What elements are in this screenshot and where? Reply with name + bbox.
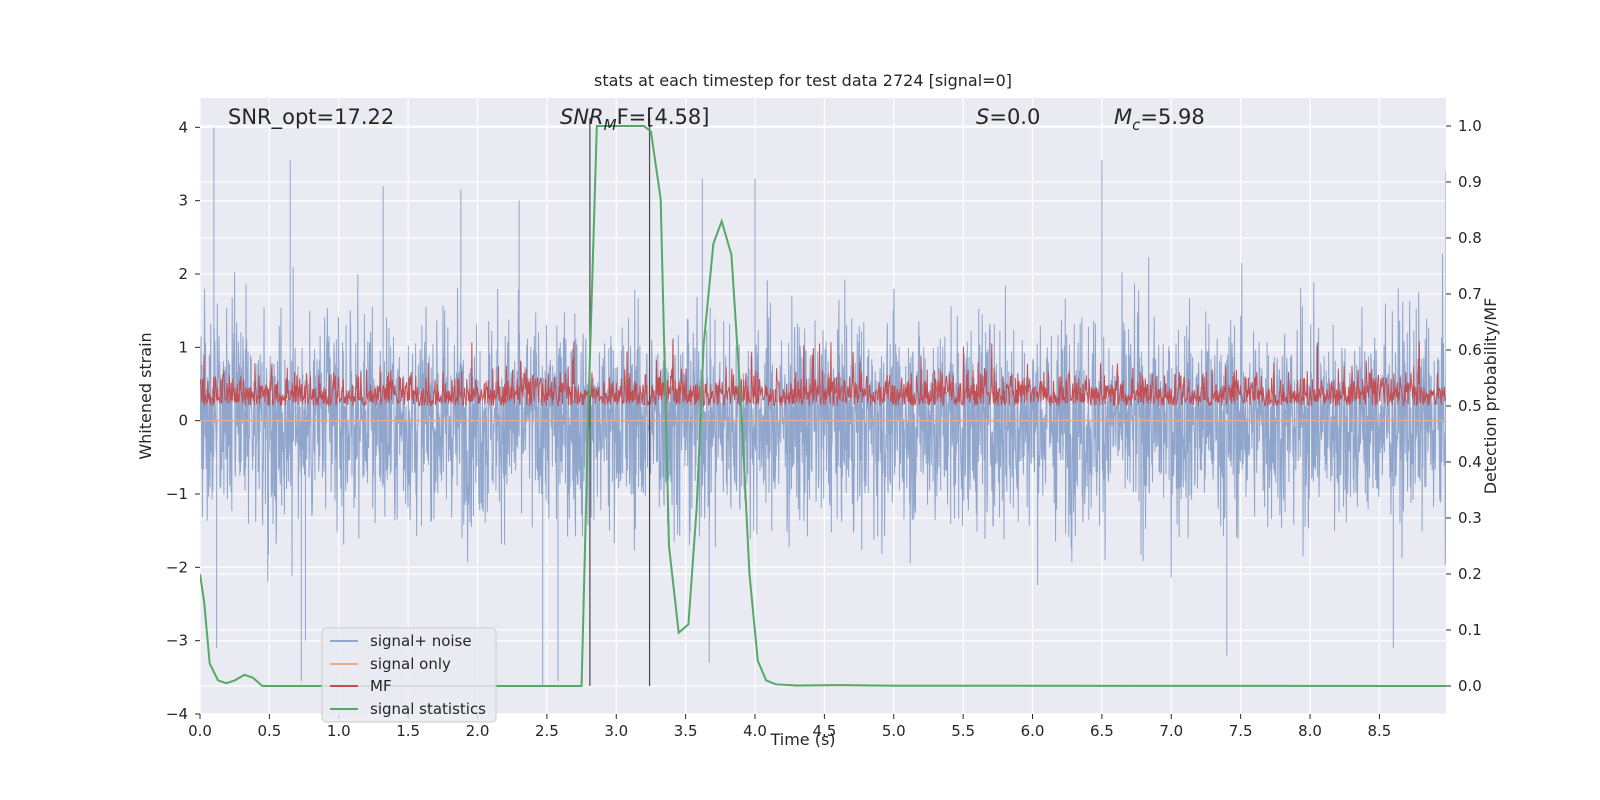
y-tick-label: 2 — [178, 265, 188, 283]
right-y-tick-label: 0.1 — [1458, 621, 1482, 639]
y-tick-label: 4 — [178, 118, 188, 136]
x-tick-label: 4.5 — [812, 722, 836, 740]
right-y-tick-label: 0.4 — [1458, 453, 1482, 471]
right-y-tick-label: 0.7 — [1458, 285, 1482, 303]
right-y-tick-label: 0.6 — [1458, 341, 1482, 359]
series-signal-noise — [200, 127, 1446, 685]
series-layer — [200, 118, 1446, 687]
annotation-snr-mf: SNRMF=[4.58] — [560, 105, 709, 134]
y-tick-label: 1 — [178, 338, 188, 356]
y-tick-label: 3 — [178, 192, 188, 210]
x-axis-label: Time (s) — [769, 730, 835, 749]
x-tick-label: 1.5 — [396, 722, 420, 740]
annotation-s: S=0.0 — [976, 105, 1040, 129]
x-tick-label: 2.5 — [535, 722, 559, 740]
right-y-tick-label: 0.3 — [1458, 509, 1482, 527]
x-tick-label: 6.5 — [1090, 722, 1114, 740]
annotation-snr-opt: SNR_opt=17.22 — [228, 105, 394, 130]
legend-label-signal-statistics: signal statistics — [370, 700, 486, 718]
y-tick-label: −1 — [166, 485, 188, 503]
y-tick-label: 0 — [178, 412, 188, 430]
annotation-mc: Mc=5.98 — [1114, 105, 1205, 134]
right-y-tick-label: 0.9 — [1458, 173, 1482, 191]
x-tick-label: 3.5 — [674, 722, 698, 740]
right-y-tick-label: 0.0 — [1458, 677, 1482, 695]
annotations: SNR_opt=17.22 SNRMF=[4.58] S=0.0 Mc=5.98 — [228, 105, 1205, 134]
y-axis-label: Whitened strain — [136, 332, 155, 459]
chart-title: stats at each timestep for test data 272… — [594, 71, 1012, 90]
x-tick-label: 7.5 — [1229, 722, 1253, 740]
x-tick-label: 0.0 — [188, 722, 212, 740]
x-tick-label: 4.0 — [743, 722, 767, 740]
x-tick-label: 0.5 — [257, 722, 281, 740]
y-tick-label: −3 — [166, 632, 188, 650]
x-tick-label: 7.0 — [1159, 722, 1183, 740]
y-tick-label: −4 — [166, 705, 188, 723]
x-tick-label: 5.5 — [951, 722, 975, 740]
x-tick-label: 8.0 — [1298, 722, 1322, 740]
legend-label-signal-noise: signal+ noise — [370, 632, 472, 650]
legend-label-mf: MF — [370, 677, 392, 695]
y-tick-label: −2 — [166, 558, 188, 576]
x-tick-label: 2.0 — [466, 722, 490, 740]
right-y-tick-label: 0.5 — [1458, 397, 1482, 415]
right-y-tick-label: 0.8 — [1458, 229, 1482, 247]
x-tick-label: 5.0 — [882, 722, 906, 740]
series-signal-statistics — [200, 125, 1446, 687]
y-axis-ticks: 4 3 2 1 0 −1 −2 −3 −4 — [166, 118, 200, 723]
right-y-axis-ticks: 1.0 0.9 0.8 0.7 0.6 0.5 0.4 0.3 0.2 0.1 0.0 — [1446, 117, 1482, 695]
legend-box — [321, 627, 497, 723]
x-axis-ticks: 0.0 0.5 1.0 1.5 2.0 2.5 3.0 3.5 4.0 4.5 5.0 5.5 6.0 6… — [188, 714, 1391, 740]
x-tick-label: 6.0 — [1021, 722, 1045, 740]
right-y-tick-label: 1.0 — [1458, 117, 1482, 135]
x-tick-label: 8.5 — [1367, 722, 1391, 740]
x-tick-label: 3.0 — [604, 722, 628, 740]
legend-label-signal-only: signal only — [370, 655, 451, 673]
right-y-tick-label: 0.2 — [1458, 565, 1482, 583]
legend: signal+ noise signal only MF signal stat… — [321, 627, 497, 723]
x-tick-label: 1.0 — [327, 722, 351, 740]
series-mf — [200, 339, 1446, 408]
right-y-axis-label: Detection probability/MF — [1481, 298, 1500, 495]
